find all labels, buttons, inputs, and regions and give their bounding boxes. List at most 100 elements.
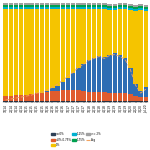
Bar	[24, 7, 29, 9]
Bar	[144, 87, 148, 97]
Bar	[14, 95, 18, 101]
Bar	[128, 4, 132, 6]
Bar	[133, 11, 138, 84]
Bar	[87, 5, 91, 7]
Bar	[50, 101, 55, 102]
Bar	[66, 5, 70, 7]
Bar	[144, 9, 148, 11]
Bar	[71, 9, 75, 73]
Bar	[29, 9, 34, 94]
Bar	[123, 58, 127, 93]
Bar	[128, 101, 132, 102]
Bar	[87, 92, 91, 101]
Bar	[24, 95, 29, 101]
Bar	[29, 94, 34, 101]
Bar	[19, 5, 23, 7]
Bar	[76, 3, 81, 5]
Bar	[9, 96, 13, 101]
Bar	[81, 7, 86, 9]
Bar	[19, 101, 23, 102]
Bar	[76, 9, 81, 68]
Bar	[87, 60, 91, 92]
Legend: <=0%, >0%-0.75%, 1%, 1.25%, 1.75%, >= 2%, Avg: <=0%, >0%-0.75%, 1%, 1.25%, 1.75%, >= 2%…	[50, 131, 101, 148]
Bar	[71, 5, 75, 7]
Bar	[50, 9, 55, 88]
Bar	[102, 92, 106, 101]
Bar	[112, 6, 117, 8]
Bar	[50, 3, 55, 5]
Bar	[61, 9, 65, 82]
Bar	[40, 101, 44, 102]
Bar	[3, 7, 8, 9]
Bar	[87, 3, 91, 5]
Bar	[29, 101, 34, 102]
Bar	[34, 3, 39, 5]
Bar	[107, 101, 112, 102]
Bar	[107, 56, 112, 93]
Bar	[81, 64, 86, 91]
Bar	[76, 7, 81, 9]
Bar	[40, 93, 44, 101]
Bar	[133, 5, 138, 7]
Bar	[40, 5, 44, 7]
Bar	[87, 7, 91, 9]
Bar	[24, 9, 29, 95]
Bar	[97, 5, 101, 7]
Bar	[61, 3, 65, 5]
Bar	[118, 93, 122, 101]
Bar	[97, 101, 101, 102]
Bar	[107, 93, 112, 101]
Bar	[9, 7, 13, 9]
Bar	[55, 7, 60, 9]
Bar	[107, 6, 112, 8]
Bar	[3, 9, 8, 96]
Bar	[123, 93, 127, 101]
Bar	[133, 96, 138, 101]
Bar	[61, 5, 65, 7]
Bar	[55, 9, 60, 86]
Bar	[29, 7, 34, 9]
Bar	[29, 5, 34, 7]
Bar	[66, 7, 70, 9]
Bar	[40, 7, 44, 9]
Bar	[45, 9, 49, 91]
Bar	[81, 9, 86, 64]
Bar	[144, 97, 148, 101]
Bar	[71, 101, 75, 102]
Bar	[138, 6, 143, 8]
Bar	[112, 8, 117, 10]
Bar	[45, 3, 49, 5]
Bar	[34, 101, 39, 102]
Bar	[144, 101, 148, 102]
Bar	[133, 9, 138, 11]
Bar	[71, 73, 75, 90]
Bar	[123, 7, 127, 9]
Bar	[118, 101, 122, 102]
Bar	[138, 10, 143, 91]
Bar	[55, 101, 60, 102]
Bar	[24, 5, 29, 7]
Bar	[81, 5, 86, 7]
Bar	[102, 3, 106, 5]
Bar	[92, 3, 96, 5]
Bar	[3, 5, 8, 7]
Bar	[128, 68, 132, 94]
Bar	[128, 94, 132, 101]
Bar	[45, 7, 49, 9]
Bar	[123, 101, 127, 102]
Bar	[19, 9, 23, 95]
Bar	[97, 7, 101, 9]
Bar	[107, 8, 112, 10]
Bar	[55, 86, 60, 91]
Bar	[66, 3, 70, 5]
Bar	[76, 68, 81, 90]
Bar	[112, 93, 117, 101]
Bar	[133, 84, 138, 96]
Bar	[61, 101, 65, 102]
Bar	[118, 7, 122, 9]
Bar	[55, 5, 60, 7]
Bar	[97, 56, 101, 92]
Bar	[34, 7, 39, 9]
Bar	[61, 90, 65, 101]
Bar	[92, 101, 96, 102]
